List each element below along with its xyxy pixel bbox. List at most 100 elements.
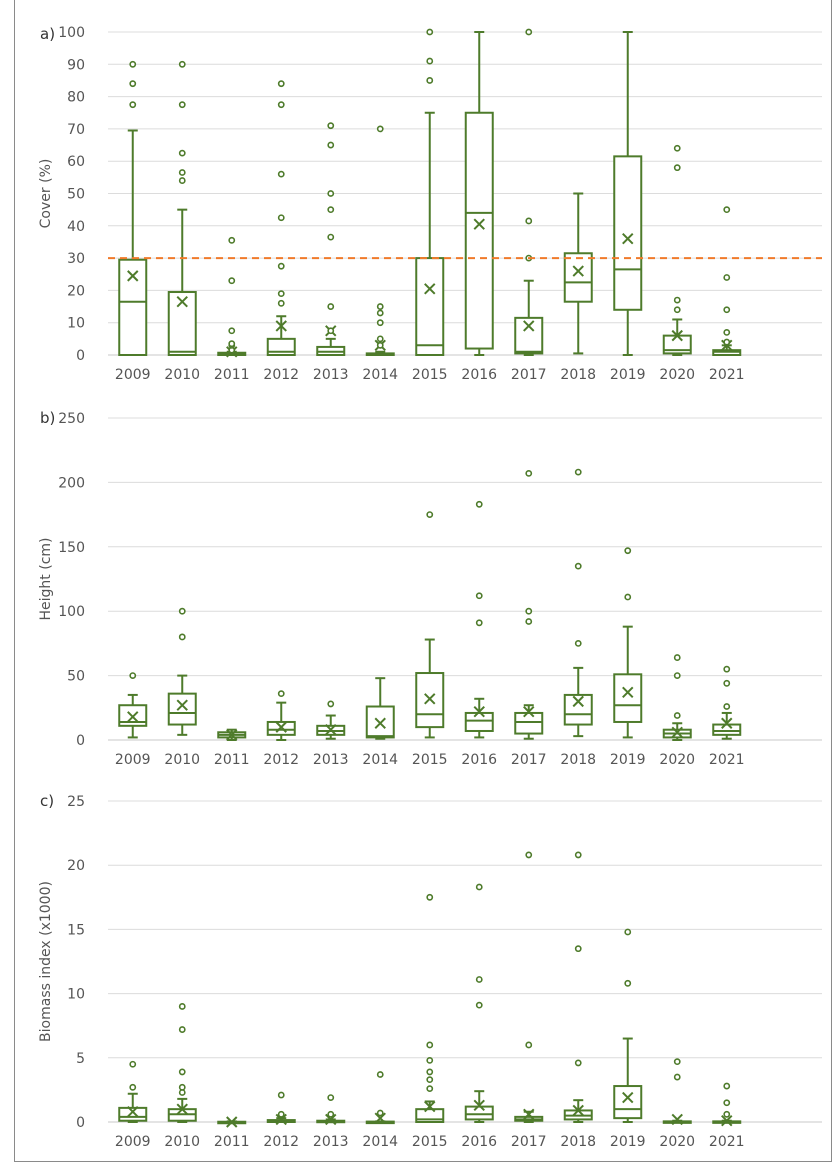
y-tick-label: 20 [67,858,85,874]
box-2020 [662,654,692,741]
x-tick-label: 2020 [659,367,695,383]
box-2018 [563,851,593,1123]
mean-marker [374,1112,386,1124]
box-2015 [415,511,445,739]
outlier-point [723,1099,731,1107]
outlier-point [525,607,533,615]
outlier-point [426,1068,434,1076]
outlier-point [525,217,533,225]
mean-marker [127,711,139,723]
box-2018 [563,192,593,355]
y-axis-label: Cover (%) [38,159,54,229]
x-tick-label: 2011 [214,1134,250,1150]
outlier-point [624,928,632,936]
iqr-box [613,1085,643,1120]
box-2010 [167,607,197,736]
panel-label: c) [40,792,54,810]
outlier-point [327,206,335,214]
panel-label: a) [40,25,55,43]
iqr-box [167,692,197,726]
iqr-box [514,711,544,735]
outlier-point [178,1003,186,1010]
y-tick-label: 200 [58,475,85,491]
outlier-point [277,299,285,307]
outlier-point [723,206,731,214]
box-2019 [613,547,643,739]
box-2017 [514,851,544,1123]
outlier-point [178,1026,186,1033]
box-2015 [415,893,445,1124]
outlier-point [228,277,236,285]
outlier-point [327,122,335,130]
outlier-point [723,328,731,336]
outlier-point [525,1041,533,1049]
box-2014 [365,677,395,740]
outlier-point [178,1068,186,1076]
outlier-point [426,511,434,518]
outlier-point [178,177,186,184]
outlier-point [277,214,285,222]
mean-marker [176,699,188,711]
mean-marker [671,329,683,342]
x-tick-label: 2019 [610,752,646,768]
outlier-point [574,640,582,647]
box-2011 [217,1116,247,1128]
mean-marker [127,270,139,282]
outlier-point [426,57,434,65]
box-2021 [712,1082,742,1127]
outlier-point [624,547,632,555]
iqr-box [514,316,544,355]
outlier-point [277,1091,285,1099]
mean-marker [176,295,188,308]
outlier-point [376,1071,384,1078]
mean-marker [275,1113,287,1126]
mean-marker [473,705,485,718]
iqr-box [167,291,197,357]
outlier-point [426,1076,434,1084]
x-tick-label: 2017 [511,752,547,768]
x-tick-label: 2015 [412,1134,448,1150]
outlier-point [673,306,681,314]
outlier-point [723,703,731,710]
y-tick-label: 60 [67,154,85,170]
outlier-point [376,303,384,310]
outlier-point [426,77,434,84]
outlier-point [178,149,186,157]
outlier-point [228,340,236,348]
outlier-point [475,976,483,983]
x-tick-label: 2013 [313,752,349,768]
box-2009 [118,60,148,356]
outlier-point [327,700,335,708]
outlier-point [426,1056,434,1064]
outlier-point [525,28,533,36]
box-2021 [712,665,742,740]
x-tick-label: 2018 [560,752,596,768]
box-2016 [464,31,494,356]
mean-marker [424,693,436,705]
mean-marker [325,1113,337,1126]
panel-label: b) [40,409,55,427]
y-axis-label: Height (cm) [38,538,54,621]
outlier-point [178,60,186,68]
outlier-point [574,945,582,953]
x-tick-label: 2012 [263,1134,299,1150]
outlier-point [178,169,186,176]
outlier-point [327,1110,335,1118]
mean-marker [721,1115,733,1127]
outlier-point [178,1083,186,1091]
mean-marker [226,1116,238,1128]
x-tick-label: 2018 [560,367,596,383]
mean-marker [473,1099,485,1112]
x-tick-label: 2011 [214,752,250,768]
y-tick-label: 20 [67,283,85,299]
y-tick-label: 250 [58,411,85,427]
outlier-point [673,712,681,719]
outlier-point [376,309,384,317]
outlier-point [327,233,335,241]
y-tick-label: 50 [67,187,85,203]
mean-marker [424,283,436,295]
mean-marker [671,726,683,738]
outlier-point [426,893,434,901]
